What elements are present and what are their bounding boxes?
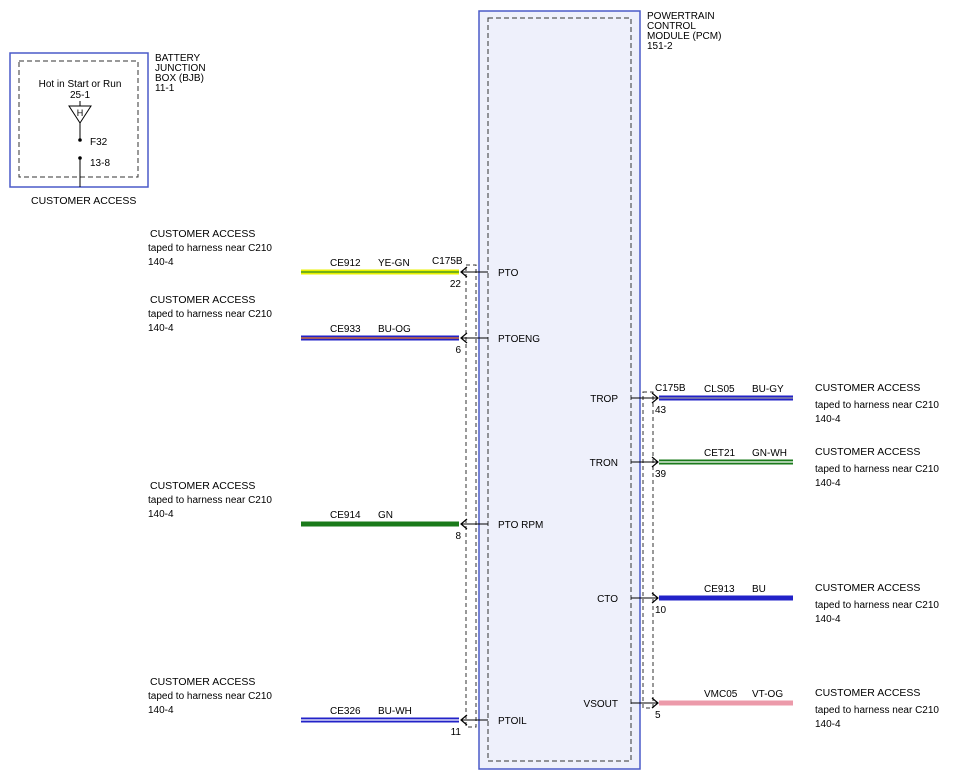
customer-access-ref: 140-4 xyxy=(815,614,841,625)
customer-access-note: taped to harness near C210 xyxy=(148,691,272,702)
circuit-number: CE914 xyxy=(330,510,361,521)
circuit-number: CE913 xyxy=(704,584,735,595)
customer-access-label: CUSTOMER ACCESS xyxy=(150,676,255,688)
wire-color-code: GN xyxy=(378,510,393,521)
bjb-hot-label: Hot in Start or Run xyxy=(39,79,122,90)
customer-access-note: taped to harness near C210 xyxy=(815,400,939,411)
pin-number: 6 xyxy=(455,345,461,356)
customer-access-label: CUSTOMER ACCESS xyxy=(150,294,255,306)
customer-access-note: taped to harness near C210 xyxy=(815,705,939,716)
circuit-vsout: VSOUT 5 VMC05 VT-OG CUSTOMER ACCESS taped to … xyxy=(584,687,940,730)
customer-access-ref: 140-4 xyxy=(148,323,174,334)
customer-access-ref: 140-4 xyxy=(815,478,841,489)
fuse-dot-upper-icon xyxy=(78,138,82,142)
pcm-title-line4: 151-2 xyxy=(647,41,673,52)
connector-left-dashed xyxy=(465,264,477,728)
connector-right-dashed xyxy=(642,391,654,709)
customer-access-note: taped to harness near C210 xyxy=(815,600,939,611)
pcm-title-line3: MODULE (PCM) xyxy=(647,31,721,42)
fuse-label: F32 xyxy=(90,137,108,148)
circuit-number: CE912 xyxy=(330,258,361,269)
customer-access-label: CUSTOMER ACCESS xyxy=(815,582,920,594)
signal-name: PTO xyxy=(498,268,519,279)
fuse-triangle-icon xyxy=(68,105,92,124)
signal-name: PTO RPM xyxy=(498,520,543,531)
connector-left-label: C175B xyxy=(432,256,463,267)
circuit-number: VMC05 xyxy=(704,689,738,700)
wire-color-code: BU-WH xyxy=(378,706,412,717)
pin-number: 22 xyxy=(450,279,462,290)
pcm-title-line2: CONTROL xyxy=(647,21,696,32)
wire-color-code: BU xyxy=(752,584,766,595)
customer-access-label: CUSTOMER ACCESS xyxy=(150,228,255,240)
circuit-number: CET21 xyxy=(704,448,736,459)
customer-access-label: CUSTOMER ACCESS xyxy=(150,480,255,492)
connector-arrow-icon xyxy=(651,456,659,468)
circuit-pto: CUSTOMER ACCESS taped to harness near C21… xyxy=(148,228,519,290)
customer-access-note: taped to harness near C210 xyxy=(148,495,272,506)
signal-name: PTOIL xyxy=(498,716,527,727)
pcm-outer-border xyxy=(478,10,641,770)
circuit-number: CE933 xyxy=(330,324,361,335)
wire-color-code: BU-OG xyxy=(378,324,411,335)
fuse-symbol-label: H xyxy=(77,108,84,118)
signal-name: TROP xyxy=(590,394,618,405)
bjb-inner-dashed xyxy=(18,60,139,178)
customer-access-ref: 140-4 xyxy=(148,509,174,520)
pin-number: 5 xyxy=(655,710,661,721)
pcm-title-line1: POWERTRAIN xyxy=(647,11,715,22)
powertrain-control-module: POWERTRAIN CONTROL MODULE (PCM) 151-2 xyxy=(478,10,721,770)
circuit-number: CLS05 xyxy=(704,384,735,395)
connector-arrow-icon xyxy=(651,392,659,404)
circuit-ptoeng: CUSTOMER ACCESS taped to harness near C21… xyxy=(148,294,540,356)
customer-access-ref: 140-4 xyxy=(148,257,174,268)
battery-junction-box: BATTERY JUNCTION BOX (BJB) 11-1 Hot in S… xyxy=(9,52,206,207)
pcm-inner-dashed xyxy=(487,17,632,762)
right-circuits: TROP 43 CLS05 BU-GY CUSTOMER ACCESS taped to … xyxy=(584,382,940,730)
signal-name: TRON xyxy=(590,458,618,469)
circuit-tron: TRON 39 CET21 GN-WH CUSTOMER ACCESS taped to … xyxy=(590,446,940,489)
circuit-pto-rpm: CUSTOMER ACCESS taped to harness near C21… xyxy=(148,480,543,542)
connector-right-label: C175B xyxy=(655,383,686,394)
customer-access-label: CUSTOMER ACCESS xyxy=(815,446,920,458)
customer-access-ref: 140-4 xyxy=(815,719,841,730)
customer-access-note: taped to harness near C210 xyxy=(148,309,272,320)
wire-color-code: YE-GN xyxy=(378,258,410,269)
customer-access-ref: 140-4 xyxy=(148,705,174,716)
signal-name: VSOUT xyxy=(584,699,618,710)
circuit-ptoil: CUSTOMER ACCESS taped to harness near C21… xyxy=(148,676,527,738)
circuit-cto: CTO 10 CE913 BU CUSTOMER ACCESS taped to harn… xyxy=(597,582,939,625)
pin-number: 10 xyxy=(655,605,667,616)
bjb-title-line2: JUNCTION xyxy=(155,63,206,74)
bjb-title-line4: 11-1 xyxy=(155,83,175,94)
wire-color-code: BU-GY xyxy=(752,384,784,395)
bjb-hot-ref: 25-1 xyxy=(70,90,90,101)
connector-arrow-icon xyxy=(651,697,659,709)
left-circuits: CUSTOMER ACCESS taped to harness near C21… xyxy=(148,228,543,738)
pin-number: 39 xyxy=(655,469,667,480)
customer-access-label: CUSTOMER ACCESS xyxy=(815,687,920,699)
wire-color-code: VT-OG xyxy=(752,689,783,700)
customer-access-label: CUSTOMER ACCESS xyxy=(815,382,920,394)
wire-color-code: GN-WH xyxy=(752,448,787,459)
bjb-customer-access: CUSTOMER ACCESS xyxy=(31,195,136,207)
connector-arrow-icon xyxy=(651,592,659,604)
customer-access-note: taped to harness near C210 xyxy=(148,243,272,254)
bjb-title-line1: BATTERY xyxy=(155,53,201,64)
circuit-trop: TROP 43 CLS05 BU-GY CUSTOMER ACCESS taped to … xyxy=(590,382,939,425)
signal-name: CTO xyxy=(597,594,618,605)
customer-access-note: taped to harness near C210 xyxy=(815,464,939,475)
pin-number: 8 xyxy=(455,531,461,542)
bjb-pin-ref: 13-8 xyxy=(90,158,110,169)
signal-name: PTOENG xyxy=(498,334,540,345)
bjb-title-line3: BOX (BJB) xyxy=(155,73,204,84)
circuit-number: CE326 xyxy=(330,706,361,717)
pin-number: 11 xyxy=(451,727,462,738)
pin-number: 43 xyxy=(655,405,667,416)
customer-access-ref: 140-4 xyxy=(815,414,841,425)
